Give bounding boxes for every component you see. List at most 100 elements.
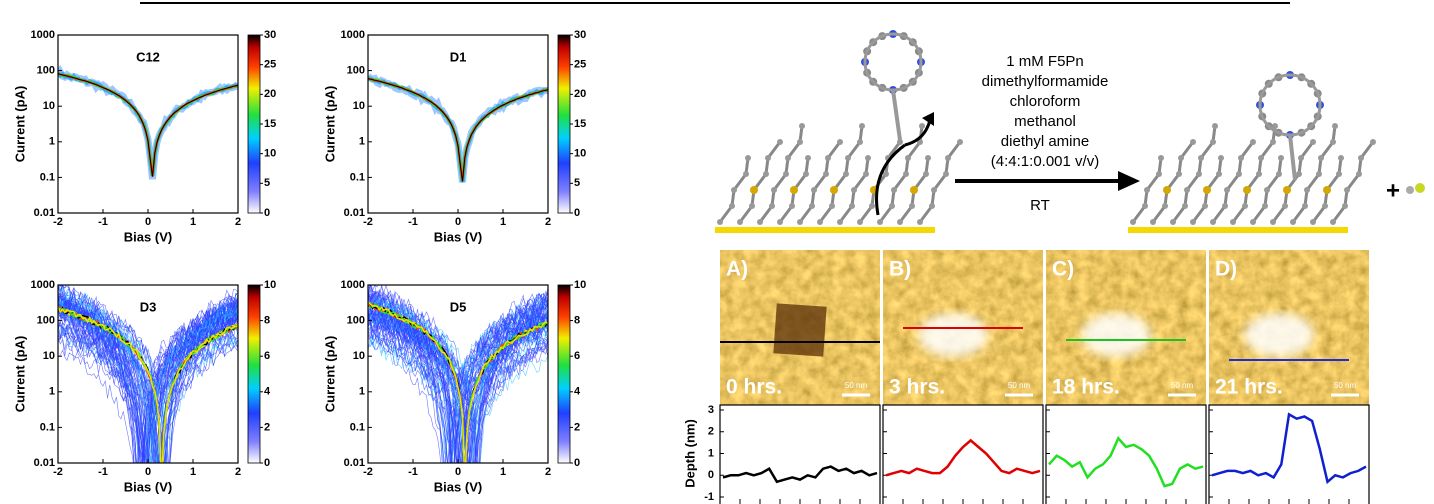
atom: [1278, 155, 1284, 161]
y-tick-label: 10: [43, 100, 55, 112]
panel-letter: B): [889, 258, 911, 281]
atom: [891, 187, 897, 193]
density-trace: [58, 73, 238, 177]
atom: [859, 123, 865, 129]
atom: [1276, 171, 1282, 177]
atom: [1184, 187, 1190, 193]
density-trace: [368, 292, 548, 463]
y-tick-label: 1: [49, 386, 55, 398]
carbon-chain: [1151, 141, 1195, 223]
atom: [1222, 203, 1228, 209]
y-axis-label: Depth (nm): [682, 419, 697, 488]
atom: [1298, 155, 1304, 161]
x-tick-label: -2: [363, 466, 373, 478]
atom: [765, 155, 771, 161]
arrowhead: [1118, 171, 1140, 191]
atom: [1272, 123, 1278, 129]
sulfur: [750, 186, 758, 194]
atom: [1190, 219, 1196, 225]
y-tick-label: 100: [347, 65, 365, 77]
atom: [897, 139, 903, 145]
atom: [869, 203, 875, 209]
atom: [803, 171, 809, 177]
afm-feature: [1244, 313, 1314, 357]
density-trace: [58, 288, 238, 463]
y-tick-label: 0.1: [350, 171, 365, 183]
atom: [837, 139, 843, 145]
gold-substrate: [1128, 227, 1348, 233]
plot-area: [368, 35, 548, 213]
atom: [731, 187, 737, 193]
atom: [863, 171, 869, 177]
time-label: 21 hrs.: [1215, 376, 1283, 399]
time-label: 0 hrs.: [726, 376, 782, 399]
y-axis-label: Current (pA): [12, 86, 27, 163]
atom: [823, 171, 829, 177]
atom: [1178, 155, 1184, 161]
atom: [1270, 139, 1276, 145]
bond: [891, 89, 902, 141]
atom: [1182, 203, 1188, 209]
sulfur: [790, 186, 798, 194]
panel-letter: C): [1052, 258, 1074, 281]
atom: [843, 171, 849, 177]
carbon-chain: [1271, 141, 1315, 223]
ring: [1258, 73, 1322, 137]
atom: [1156, 171, 1162, 177]
atom: [1310, 139, 1316, 145]
atom: [1190, 139, 1196, 145]
condition: methanol: [1014, 113, 1076, 130]
atom: [1210, 219, 1216, 225]
x-tick-label: -1: [98, 216, 108, 228]
atom: [877, 219, 883, 225]
atom: [1236, 171, 1242, 177]
x-tick-label: 1: [500, 216, 506, 228]
x-tick-label: -1: [98, 466, 108, 478]
colorbar-tick-label: 8: [574, 315, 580, 327]
plot-label: C12: [136, 49, 160, 64]
depth-profile: [1048, 436, 1204, 488]
atom: [1170, 219, 1176, 225]
plus: +: [1386, 177, 1400, 204]
depth-profile: [885, 438, 1041, 477]
x-tick-label: 2: [545, 466, 551, 478]
bond: [1288, 134, 1297, 181]
atom: [1218, 155, 1224, 161]
atom: [905, 155, 911, 161]
carbon-chain: [918, 141, 962, 223]
atom: [1130, 219, 1136, 225]
colorbar: [247, 284, 261, 464]
atom: [857, 219, 863, 225]
atom: [729, 203, 735, 209]
atom: [945, 155, 951, 161]
atom: [1216, 171, 1222, 177]
y-tick-label: 1000: [31, 279, 55, 291]
colorbar-tick-label: 8: [264, 315, 270, 327]
atom: [797, 219, 803, 225]
sulfur: [1243, 186, 1251, 194]
colorbar: [557, 284, 571, 464]
x-axis-label: Bias (V): [124, 229, 172, 244]
carbon-chain: [798, 141, 842, 223]
x-axis-label: Bias (V): [434, 229, 482, 244]
scale-label: 50 nm: [1008, 381, 1031, 390]
scale-label: 50 nm: [1171, 381, 1194, 390]
x-axis-label: Bias (V): [124, 479, 172, 494]
atom: [1150, 219, 1156, 225]
atom: [749, 203, 755, 209]
y-tick-label: 0.01: [34, 457, 55, 469]
atom: [919, 123, 925, 129]
plot-label: D5: [450, 299, 467, 314]
y-tick-label: 3: [708, 404, 714, 416]
x-tick-label: -2: [363, 216, 373, 228]
atom: [917, 219, 923, 225]
time-label: 18 hrs.: [1052, 376, 1120, 399]
atom: [809, 203, 815, 209]
density-trace: [368, 311, 548, 463]
density-trace: [368, 285, 548, 463]
profile-frame: [719, 404, 881, 504]
atom: [849, 203, 855, 209]
